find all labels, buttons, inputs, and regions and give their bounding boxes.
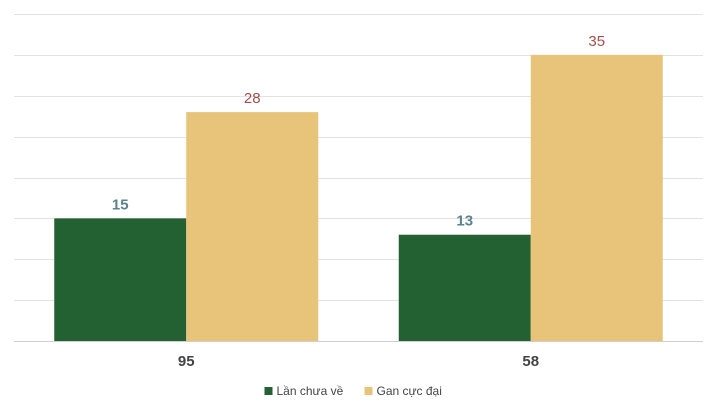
x-tick-label: 58 <box>522 353 539 370</box>
bar[interactable] <box>530 54 663 341</box>
legend-swatch <box>364 387 373 395</box>
bar[interactable] <box>398 234 531 341</box>
legend-swatch <box>264 387 273 395</box>
data-label: 13 <box>456 213 473 230</box>
bar[interactable] <box>54 218 187 341</box>
data-label: 35 <box>588 33 605 50</box>
data-label: 28 <box>244 90 261 107</box>
bar[interactable] <box>186 112 319 341</box>
data-label: 15 <box>112 196 129 213</box>
x-tick-label: 95 <box>178 353 195 370</box>
legend-item-label[interactable]: Gan cực đại <box>377 384 442 398</box>
legend-item-label[interactable]: Lần chưa về <box>277 384 344 398</box>
